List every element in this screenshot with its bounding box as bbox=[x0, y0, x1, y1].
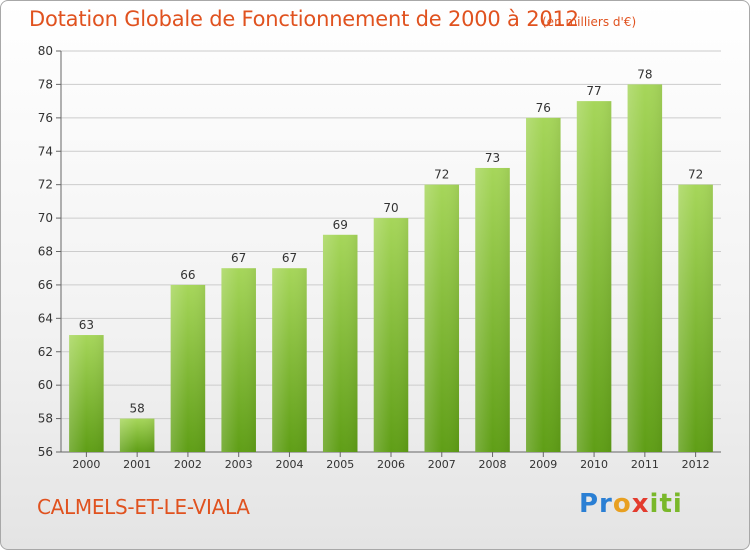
y-tick-label: 66 bbox=[38, 278, 53, 292]
bar-value-label: 78 bbox=[637, 67, 652, 81]
y-tick-label: 72 bbox=[38, 178, 53, 192]
bar-value-label: 69 bbox=[333, 218, 348, 232]
x-tick-label: 2008 bbox=[479, 458, 507, 471]
bar-value-label: 67 bbox=[231, 251, 246, 265]
y-tick-label: 60 bbox=[38, 378, 53, 392]
bar-value-label: 76 bbox=[536, 101, 551, 115]
bar-value-label: 67 bbox=[282, 251, 297, 265]
logo-part-1: Pr bbox=[579, 489, 613, 519]
bar-value-label: 63 bbox=[79, 318, 94, 332]
bar-value-label: 66 bbox=[180, 268, 195, 282]
bar-shine bbox=[69, 335, 104, 452]
commune-name: CALMELS-ET-LE-VIALA bbox=[37, 495, 250, 519]
x-tick-label: 2012 bbox=[682, 458, 710, 471]
bar-value-label: 72 bbox=[434, 168, 449, 182]
y-tick-label: 64 bbox=[38, 311, 53, 325]
x-tick-label: 2002 bbox=[174, 458, 202, 471]
bar-shine bbox=[272, 268, 307, 452]
y-tick-label: 78 bbox=[38, 77, 53, 91]
bar-shine bbox=[475, 167, 510, 453]
y-tick-label: 80 bbox=[38, 44, 53, 58]
x-tick-label: 2005 bbox=[326, 458, 354, 471]
bar-shine bbox=[221, 268, 256, 452]
x-tick-label: 2006 bbox=[377, 458, 405, 471]
y-tick-label: 62 bbox=[38, 345, 53, 359]
bar-shine bbox=[424, 184, 460, 452]
x-tick-label: 2011 bbox=[631, 458, 659, 471]
bar-value-label: 77 bbox=[586, 84, 601, 98]
x-tick-label: 2004 bbox=[275, 458, 303, 471]
logo-part-4: iti bbox=[649, 489, 683, 519]
bar-value-label: 72 bbox=[688, 168, 703, 182]
logo-part-2: o bbox=[612, 489, 632, 519]
y-tick-label: 70 bbox=[38, 211, 53, 225]
x-tick-label: 2001 bbox=[123, 458, 151, 471]
logo-part-3: x bbox=[631, 489, 650, 519]
bar-shine bbox=[119, 418, 155, 452]
bar-shine bbox=[627, 84, 663, 453]
x-tick-label: 2010 bbox=[580, 458, 608, 471]
y-tick-label: 74 bbox=[38, 144, 53, 158]
x-tick-label: 2009 bbox=[529, 458, 557, 471]
y-tick-label: 56 bbox=[38, 445, 53, 459]
labels: 56 58 60 62 64 66 68 70 72 74 76 78 80 63 2000 58 2001 66… bbox=[38, 44, 710, 471]
bar-shine bbox=[678, 184, 713, 452]
bar-value-label: 73 bbox=[485, 151, 500, 165]
x-tick-label: 2000 bbox=[72, 458, 100, 471]
bar-shine bbox=[373, 218, 409, 452]
bar-value-label: 58 bbox=[130, 402, 145, 416]
chart-unit: (en milliers d'€) bbox=[542, 15, 637, 29]
y-tick-label: 58 bbox=[38, 412, 53, 426]
proxiti-logo: Proxiti bbox=[579, 489, 683, 519]
bar-shine bbox=[170, 284, 206, 452]
y-tick-label: 68 bbox=[38, 245, 53, 259]
bars bbox=[69, 84, 713, 453]
y-tick-label: 76 bbox=[38, 111, 53, 125]
bar-shine bbox=[526, 117, 561, 452]
x-tick-label: 2003 bbox=[225, 458, 253, 471]
bar-shine bbox=[322, 234, 358, 452]
bar-shine bbox=[576, 101, 612, 452]
bar-value-label: 70 bbox=[383, 201, 398, 215]
x-tick-label: 2007 bbox=[428, 458, 456, 471]
chart-title: Dotation Globale de Fonctionnement de 20… bbox=[29, 7, 579, 31]
